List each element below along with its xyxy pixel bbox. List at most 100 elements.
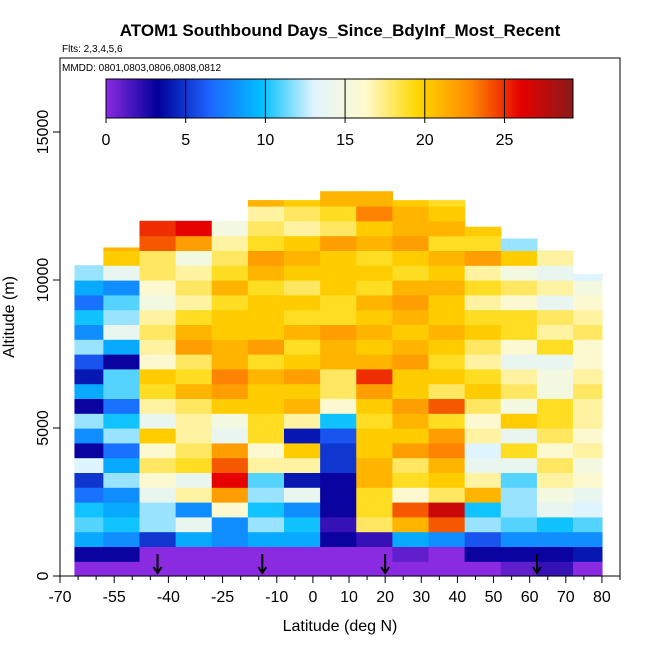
heatmap-cell [428, 413, 466, 429]
heatmap-cell [536, 309, 574, 325]
heatmap-cell [500, 398, 538, 414]
heatmap-cell [103, 294, 141, 311]
heatmap-cell [320, 280, 357, 296]
heatmap-cell [428, 546, 466, 562]
heatmap-cell [320, 354, 357, 370]
heatmap-cell [356, 457, 393, 473]
heatmap-cell [284, 200, 321, 207]
heatmap-cell [464, 294, 502, 311]
heatmap-cell [464, 472, 502, 488]
heatmap-cell [247, 309, 285, 325]
heatmap-cell [320, 220, 357, 237]
x-axis-title: Latitude (deg N) [283, 618, 398, 635]
heatmap-cell [428, 265, 466, 281]
heatmap-cell [103, 324, 141, 340]
heatmap-cell [320, 531, 357, 547]
heatmap-cell [536, 368, 574, 385]
heatmap-cell [392, 339, 430, 355]
heatmap-cell [464, 265, 502, 281]
heatmap-cell [500, 309, 538, 325]
heatmap-cell [428, 516, 466, 533]
heatmap-cell [175, 472, 213, 488]
heatmap-cell [500, 561, 538, 577]
heatmap-cell [428, 502, 466, 518]
heatmap-cell [103, 339, 141, 355]
heatmap-cell [573, 502, 603, 518]
heatmap-cell [536, 383, 574, 399]
colorbar-tick-label: 15 [336, 132, 354, 149]
heatmap-cell [500, 516, 538, 533]
heatmap-cell [392, 561, 430, 577]
heatmap-cell [320, 398, 357, 414]
heatmap-cell [247, 531, 285, 547]
heatmap-cell [175, 383, 213, 399]
heatmap-cell [284, 442, 321, 459]
heatmap-cell [103, 247, 141, 251]
heatmap-cell [536, 502, 574, 518]
heatmap-cell [500, 265, 538, 281]
heatmap-cell [356, 383, 393, 399]
heatmap-cell [392, 200, 430, 207]
heatmap-cell [247, 354, 285, 370]
heatmap-cell [74, 280, 104, 296]
heatmap-cell [573, 354, 603, 370]
heatmap-cell [211, 309, 249, 325]
heatmap-cell [175, 442, 213, 459]
heatmap-cell [139, 428, 177, 444]
heatmap-cell [284, 502, 321, 518]
heatmap-cell [175, 220, 213, 237]
heatmap-cell [573, 280, 603, 296]
heatmap-cell [139, 339, 177, 355]
heatmap-cell [139, 324, 177, 340]
heatmap-cell [356, 487, 393, 503]
heatmap-cell [284, 309, 321, 325]
heatmap-cell [139, 309, 177, 325]
y-tick-label: 10000 [35, 258, 52, 303]
heatmap-cell [320, 250, 357, 266]
heatmap-cell [356, 339, 393, 355]
heatmap-cell [74, 339, 104, 355]
heatmap-cell [392, 502, 430, 518]
heatmap-cell [139, 472, 177, 488]
heatmap-cell [536, 250, 574, 266]
heatmap-cell [211, 354, 249, 370]
heatmap-cell [536, 531, 574, 547]
heatmap-cell [464, 442, 502, 459]
x-tick-label: -25 [211, 589, 234, 606]
heatmap-cell [500, 383, 538, 399]
heatmap-cell [175, 368, 213, 385]
heatmap-cell [573, 398, 603, 414]
heatmap-cell [428, 339, 466, 355]
flight-boundary-arrow-head [380, 566, 390, 575]
heatmap-cell [464, 280, 502, 296]
heatmap-cell [392, 531, 430, 547]
heatmap-cell [392, 265, 430, 281]
heatmap-cell [356, 531, 393, 547]
heatmap-cell [175, 457, 213, 473]
heatmap-cell [392, 428, 430, 444]
heatmap-cell [247, 428, 285, 444]
heatmap-cell [247, 487, 285, 503]
heatmap-cell [320, 442, 357, 459]
heatmap-cell [247, 265, 285, 281]
heatmap-cell [320, 472, 357, 488]
heatmap-cell [428, 383, 466, 399]
heatmap-cell [500, 368, 538, 385]
heatmap-cell [356, 368, 393, 385]
heatmap-cell [536, 442, 574, 459]
heatmap-cell [175, 265, 213, 281]
heatmap-cell [175, 354, 213, 370]
dates-label: MMDD: 0801,0803,0806,0808,0812 [62, 63, 221, 74]
heatmap-cell [211, 442, 249, 459]
colorbar-tick-label: 0 [102, 132, 111, 149]
heatmap-cell [211, 250, 249, 266]
heatmap-cell [139, 383, 177, 399]
x-tick-label: -10 [265, 589, 288, 606]
heatmap-cell [428, 368, 466, 385]
heatmap-cell [320, 546, 357, 562]
heatmap-cell [464, 339, 502, 355]
heatmap-cell [247, 235, 285, 251]
heatmap-cell [139, 442, 177, 459]
heatmap-cell [74, 457, 104, 473]
heatmap-cell [536, 546, 574, 562]
